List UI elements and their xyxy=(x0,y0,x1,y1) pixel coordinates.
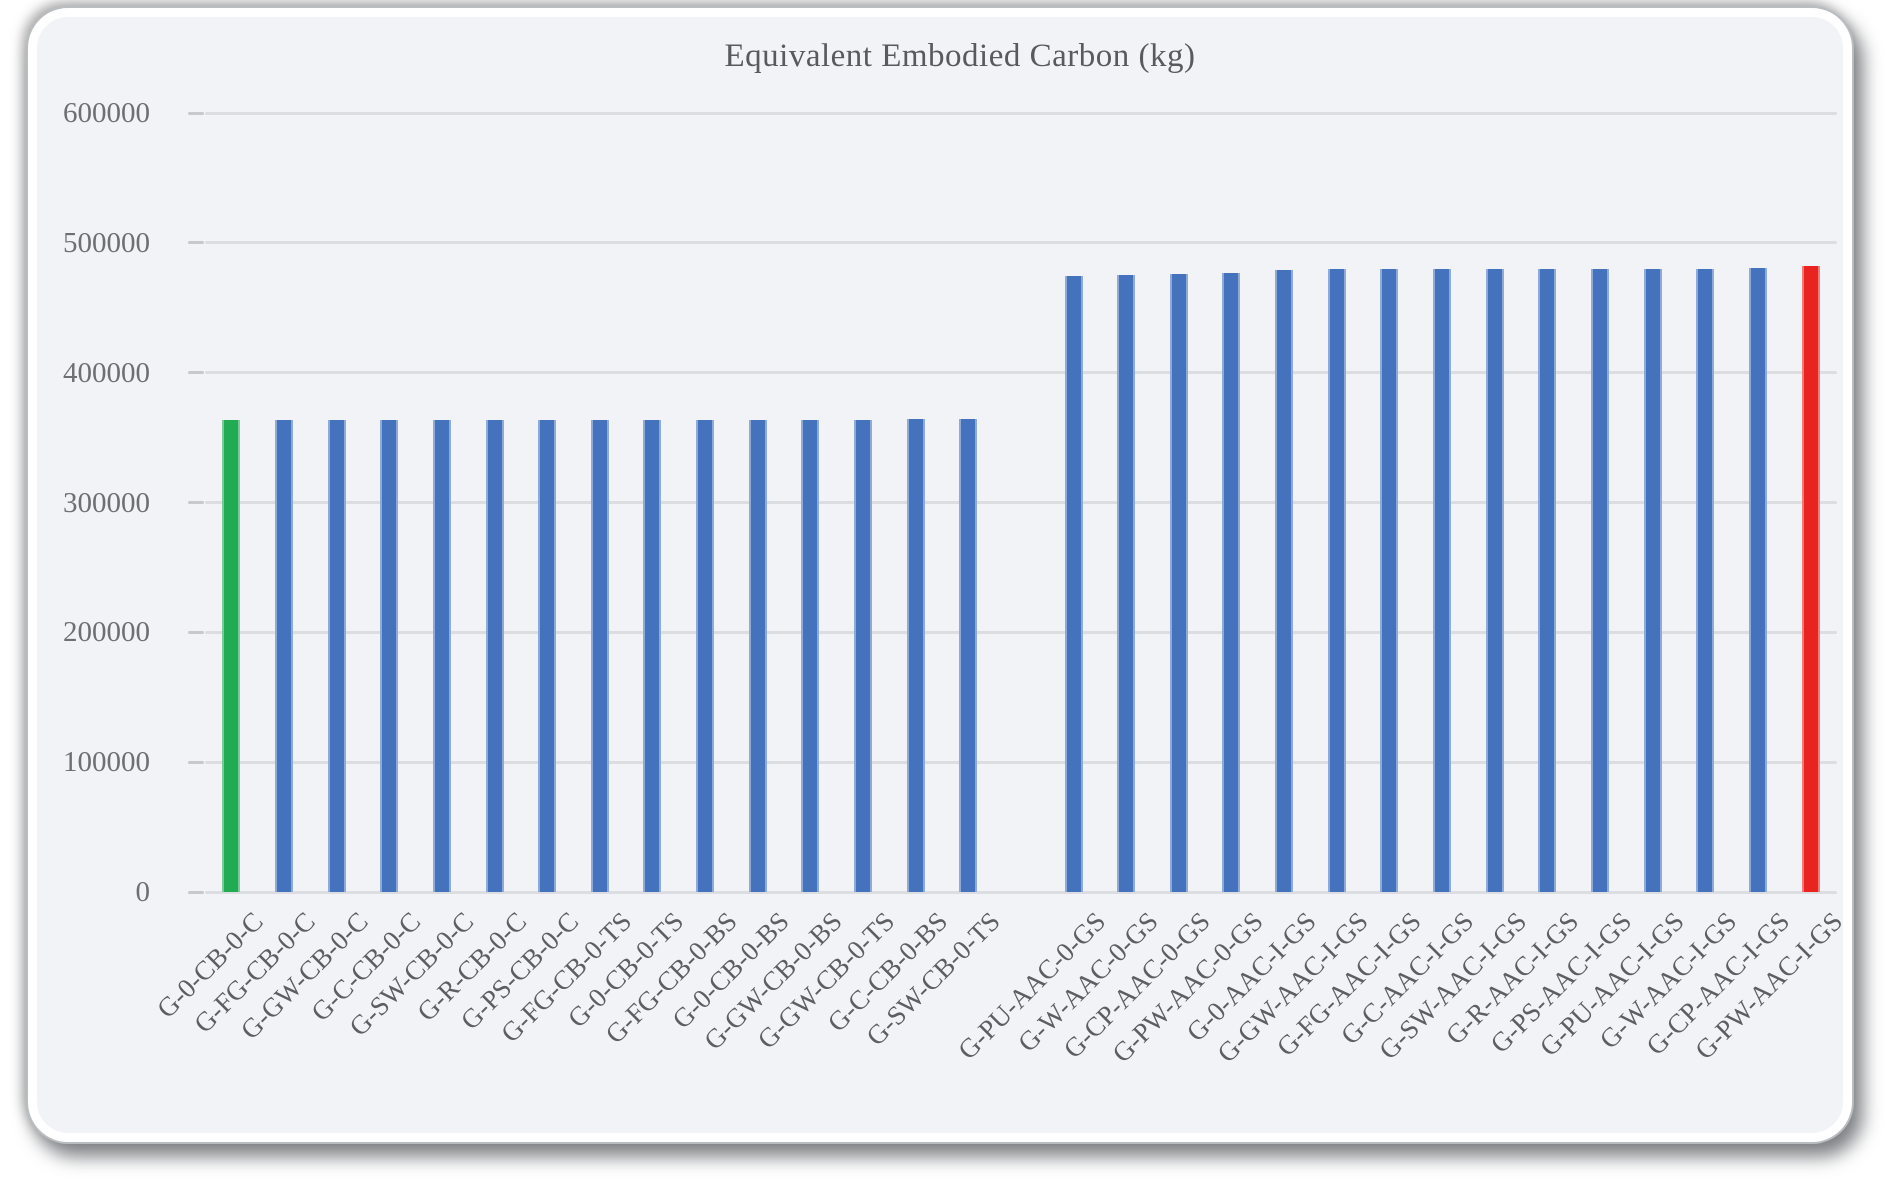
bar xyxy=(590,419,609,892)
y-tick-label: 100000 xyxy=(63,746,150,779)
y-tick-mark xyxy=(188,371,204,375)
bar xyxy=(485,420,504,892)
bar xyxy=(1064,275,1083,892)
bar xyxy=(906,419,925,892)
bar xyxy=(643,419,662,892)
y-tick-mark xyxy=(188,111,204,115)
bar xyxy=(327,420,346,892)
y-gridline xyxy=(205,501,1837,504)
y-gridline xyxy=(205,760,1837,764)
bar-slot: G-C-AAC-I-GS xyxy=(1335,113,1479,1050)
bar-slot: G-0-CB-0-TS xyxy=(562,113,690,1033)
y-tick-label: 200000 xyxy=(63,616,150,649)
bar-slot: G-R-CB-0-C xyxy=(411,113,532,1027)
y-gridline xyxy=(205,890,1837,894)
bar-slot: G-FG-CB-0-TS xyxy=(495,113,637,1048)
y-tick-mark xyxy=(188,630,204,634)
bar-slot: G-CP-AAC-0-GS xyxy=(1058,113,1216,1064)
y-tick-label: 300000 xyxy=(63,486,150,519)
bar xyxy=(1538,269,1557,892)
bar xyxy=(1801,265,1820,892)
y-gridline xyxy=(205,630,1837,634)
y-tick-label: 600000 xyxy=(63,97,150,129)
bar xyxy=(1169,273,1188,892)
y-tick-label: 500000 xyxy=(63,226,150,259)
bar-slot: G-PW-AAC-I-GS xyxy=(1689,113,1848,1065)
y-tick-label: 400000 xyxy=(63,356,150,389)
bar xyxy=(222,419,241,892)
bar-slot: G-GW-AAC-I-GS xyxy=(1212,113,1374,1068)
y-gridline xyxy=(205,111,1837,115)
bar xyxy=(1748,267,1767,892)
bar xyxy=(854,419,872,892)
bar xyxy=(1643,269,1662,892)
group-gap-slot xyxy=(995,113,1048,892)
bar-slot: G-SW-CB-0-C xyxy=(343,113,479,1042)
bar-slot: G-PU-AAC-I-GS xyxy=(1534,113,1690,1062)
bar xyxy=(1380,269,1399,892)
bar xyxy=(696,419,715,892)
y-gridline xyxy=(205,241,1837,245)
bar xyxy=(538,419,557,892)
chart-title: Equivalent Embodied Carbon (kg) xyxy=(724,38,1196,74)
bar-slot: G-0-CB-0-C xyxy=(151,113,269,1024)
bar-slot: G-GW-CB-0-TS xyxy=(752,113,900,1054)
bar-slot: G-FG-CB-0-C xyxy=(189,113,321,1039)
bar-slot: G-R-AAC-I-GS xyxy=(1440,113,1585,1050)
bar xyxy=(1327,269,1346,892)
bar xyxy=(748,419,767,892)
bar-slot: G-SW-AAC-I-GS xyxy=(1373,113,1532,1065)
bar-slot: G-GW-CB-0-C xyxy=(235,113,374,1045)
bar-slot: G-PU-AAC-0-GS xyxy=(952,113,1111,1065)
y-tick-mark xyxy=(188,241,204,245)
bar xyxy=(380,420,399,892)
bar xyxy=(1433,269,1452,892)
plot-area: 600000 500000 400000 300000 200000 100000 0 G-… xyxy=(63,97,1848,1068)
bar-slot: G-PW-AAC-0-GS xyxy=(1106,113,1269,1068)
y-tick-label: 0 xyxy=(135,876,151,908)
y-tick-mark xyxy=(188,501,204,504)
bar-slot: G-W-AAC-0-GS xyxy=(1012,113,1163,1058)
bar xyxy=(274,420,293,892)
bar-slot: G-FG-CB-0-BS xyxy=(599,113,742,1049)
bar-slot: G-0-AAC-I-GS xyxy=(1180,113,1321,1047)
y-tick-mark xyxy=(188,890,204,894)
bar xyxy=(1485,269,1504,892)
bar-slot: G-PS-AAC-I-GS xyxy=(1484,113,1637,1059)
bar-slot: G-W-AAC-I-GS xyxy=(1594,113,1742,1054)
bar xyxy=(1222,272,1241,892)
bar-slot: G-C-CB-0-BS xyxy=(821,113,953,1038)
bar-slot: G-PS-CB-0-C xyxy=(455,113,584,1035)
bar xyxy=(1117,274,1136,892)
bar xyxy=(432,420,451,892)
bar-slot: G-SW-CB-0-TS xyxy=(860,113,1006,1051)
y-tick-mark xyxy=(188,760,204,764)
bar-slot: G-FG-AAC-I-GS xyxy=(1271,113,1427,1062)
bar-slot: G-CP-AAC-I-GS xyxy=(1640,113,1795,1061)
bar-slot: G-0-CB-0-BS xyxy=(667,113,795,1034)
bar xyxy=(1275,269,1294,892)
y-gridline xyxy=(205,371,1837,375)
bar-slot: G-C-CB-0-C xyxy=(306,113,426,1027)
bar xyxy=(1590,269,1609,892)
bar-slot: G-GW-CB-0-BS xyxy=(698,113,848,1056)
bars-container: G-0-CB-0-C G-FG-CB-0-C G-GW-CB-0-C G-C-CB-0… xyxy=(151,113,1848,1068)
bar xyxy=(1696,268,1715,892)
bar xyxy=(801,419,820,892)
bar xyxy=(959,419,978,892)
